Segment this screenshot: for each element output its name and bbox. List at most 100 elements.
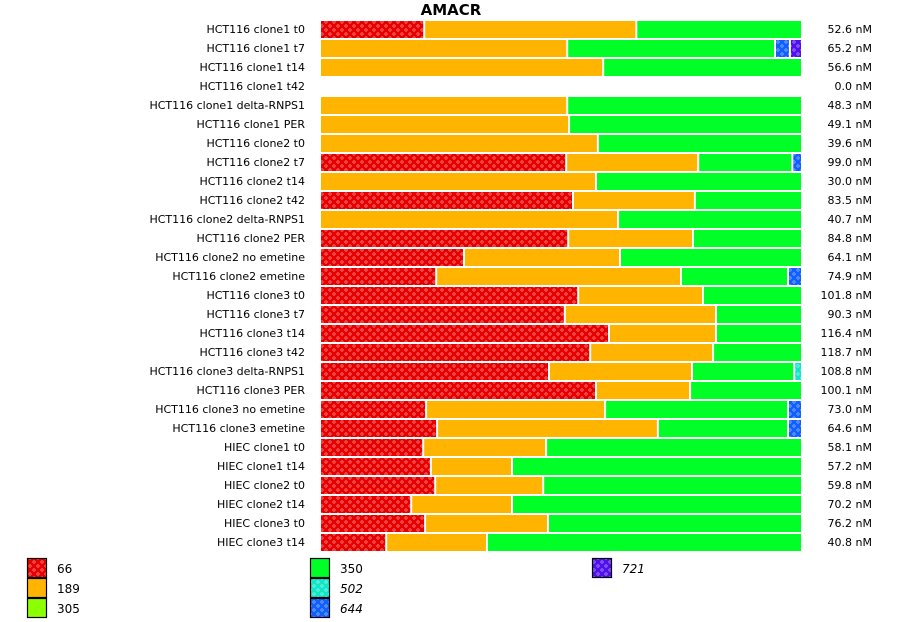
row-label: HCT116 clone3 t42 bbox=[199, 346, 305, 359]
bar-segment-189 bbox=[412, 496, 511, 513]
row-total-label: 59.8 nM bbox=[828, 479, 872, 492]
bar-row: HCT116 clone1 t7 65.2 nM bbox=[206, 40, 872, 57]
row-label: HCT116 clone2 t14 bbox=[199, 175, 305, 188]
row-label: HCT116 clone2 no emetine bbox=[155, 251, 305, 264]
row-total-label: 65.2 nM bbox=[828, 42, 872, 55]
row-total-label: 108.8 nM bbox=[821, 365, 872, 378]
row-total-label: 56.6 nM bbox=[828, 61, 872, 74]
bar-segment-721 bbox=[790, 40, 801, 57]
bar-row: HCT116 clone2 t0 39.6 nM bbox=[206, 135, 872, 152]
bar-segment-189 bbox=[321, 135, 597, 152]
row-total-label: 40.7 nM bbox=[828, 213, 872, 226]
bar-row: HCT116 clone2 delta-RNPS1 40.7 nM bbox=[149, 211, 872, 228]
bar-segment-350 bbox=[717, 306, 801, 323]
row-total-label: 99.0 nM bbox=[828, 156, 872, 169]
bar-row: HCT116 clone3 delta-RNPS1 108.8 nM bbox=[149, 363, 872, 380]
bar-segment-350 bbox=[604, 59, 801, 76]
legend-swatch bbox=[26, 557, 48, 579]
legend-item-189: 189 bbox=[26, 577, 80, 599]
bar-segment-189 bbox=[438, 420, 657, 437]
row-label: HCT116 clone2 t0 bbox=[206, 137, 305, 150]
bar-segment-189 bbox=[425, 21, 636, 38]
legend-item-502: 502 bbox=[309, 577, 363, 599]
bar-segment-189 bbox=[579, 287, 702, 304]
bar-segment-644 bbox=[789, 268, 801, 285]
row-label: HCT116 clone1 t7 bbox=[206, 42, 305, 55]
bar-segment-189 bbox=[436, 477, 543, 494]
legend-label: 66 bbox=[57, 562, 72, 576]
bar-row: HCT116 clone3 emetine 64.6 nM bbox=[172, 420, 872, 437]
bar-segment-66 bbox=[321, 325, 608, 342]
bar-segment-66 bbox=[321, 439, 423, 456]
bar-row: HCT116 clone1 t0 52.6 nM bbox=[206, 21, 872, 38]
bar-segment-66 bbox=[321, 249, 463, 266]
bar-segment-644 bbox=[793, 154, 801, 171]
bar-segment-189 bbox=[427, 401, 605, 418]
bar-row: HIEC clone3 t14 40.8 nM bbox=[217, 534, 872, 551]
bar-segment-66 bbox=[321, 230, 568, 247]
bar-segment-350 bbox=[699, 154, 792, 171]
bar-row: HCT116 clone3 t42 118.7 nM bbox=[199, 344, 872, 361]
bar-row: HCT116 clone2 t7 99.0 nM bbox=[206, 154, 872, 171]
row-total-label: 116.4 nM bbox=[821, 327, 872, 340]
row-label: HCT116 clone1 t0 bbox=[206, 23, 305, 36]
bar-segment-644 bbox=[789, 401, 801, 418]
bar-row: HCT116 clone3 t14 116.4 nM bbox=[199, 325, 872, 342]
row-total-label: 100.1 nM bbox=[821, 384, 872, 397]
bar-segment-189 bbox=[574, 192, 694, 209]
legend: 66 189 305 350 502 644 721 bbox=[26, 557, 645, 619]
bar-row: HCT116 clone2 no emetine 64.1 nM bbox=[155, 249, 872, 266]
row-label: HCT116 clone1 t42 bbox=[199, 80, 305, 93]
row-total-label: 90.3 nM bbox=[828, 308, 872, 321]
bar-segment-66 bbox=[321, 515, 425, 532]
legend-label: 189 bbox=[57, 582, 80, 596]
bar-segment-66 bbox=[321, 401, 426, 418]
bar-row: HCT116 clone3 t0 101.8 nM bbox=[206, 287, 872, 304]
bar-row: HCT116 clone2 emetine 74.9 nM bbox=[172, 268, 872, 285]
row-total-label: 48.3 nM bbox=[828, 99, 872, 112]
row-total-label: 39.6 nM bbox=[828, 137, 872, 150]
bar-segment-644 bbox=[789, 420, 801, 437]
bar-segment-189 bbox=[569, 230, 692, 247]
row-total-label: 76.2 nM bbox=[828, 517, 872, 530]
row-total-label: 40.8 nM bbox=[828, 536, 872, 549]
bar-segment-189 bbox=[321, 211, 618, 228]
bar-segment-189 bbox=[321, 59, 603, 76]
row-label: HIEC clone1 t14 bbox=[217, 460, 305, 473]
bar-row: HCT116 clone1 t42 0.0 nM bbox=[199, 80, 872, 93]
bar-segment-350 bbox=[704, 287, 801, 304]
bar-segment-350 bbox=[714, 344, 801, 361]
bar-row: HIEC clone1 t0 58.1 nM bbox=[224, 439, 872, 456]
bar-segment-350 bbox=[694, 230, 801, 247]
row-total-label: 83.5 nM bbox=[828, 194, 872, 207]
bar-segment-502 bbox=[795, 363, 801, 380]
row-label: HCT116 clone2 emetine bbox=[172, 270, 305, 283]
bar-segment-350 bbox=[513, 496, 801, 513]
bar-segment-350 bbox=[570, 116, 801, 133]
row-total-label: 30.0 nM bbox=[828, 175, 872, 188]
bar-segment-189 bbox=[591, 344, 713, 361]
legend-swatch bbox=[309, 577, 331, 599]
bar-row: HIEC clone2 t0 59.8 nM bbox=[224, 477, 872, 494]
bar-segment-66 bbox=[321, 344, 590, 361]
bar-segment-66 bbox=[321, 477, 435, 494]
row-total-label: 84.8 nM bbox=[828, 232, 872, 245]
bar-segment-189 bbox=[597, 382, 690, 399]
legend-item-66: 66 bbox=[26, 557, 72, 579]
legend-item-305: 305 bbox=[26, 597, 80, 619]
bar-segment-644 bbox=[776, 40, 789, 57]
row-label: HCT116 clone1 PER bbox=[197, 118, 306, 131]
bar-segment-66 bbox=[321, 420, 437, 437]
bar-segment-350 bbox=[568, 40, 774, 57]
row-total-label: 73.0 nM bbox=[828, 403, 872, 416]
bar-segment-350 bbox=[488, 534, 801, 551]
bar-segment-350 bbox=[597, 173, 801, 190]
bar-row: HCT116 clone2 PER 84.8 nM bbox=[197, 230, 872, 247]
bar-segment-350 bbox=[693, 363, 794, 380]
row-label: HCT116 clone2 t7 bbox=[206, 156, 305, 169]
bar-segment-350 bbox=[717, 325, 801, 342]
bar-segment-66 bbox=[321, 268, 436, 285]
row-total-label: 64.1 nM bbox=[828, 251, 872, 264]
row-total-label: 70.2 nM bbox=[828, 498, 872, 511]
row-total-label: 118.7 nM bbox=[821, 346, 872, 359]
